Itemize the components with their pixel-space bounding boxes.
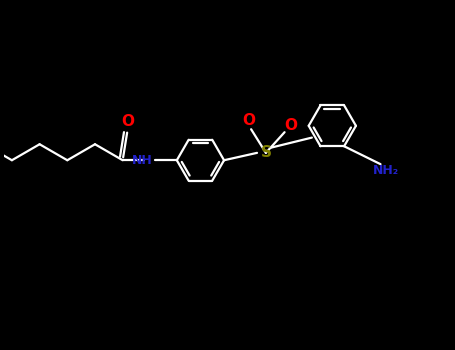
Text: NH₂: NH₂ [374,163,399,177]
Text: S: S [260,145,271,160]
Text: NH: NH [131,154,152,167]
Text: O: O [121,114,134,129]
Text: O: O [243,113,256,128]
Text: O: O [284,118,298,133]
